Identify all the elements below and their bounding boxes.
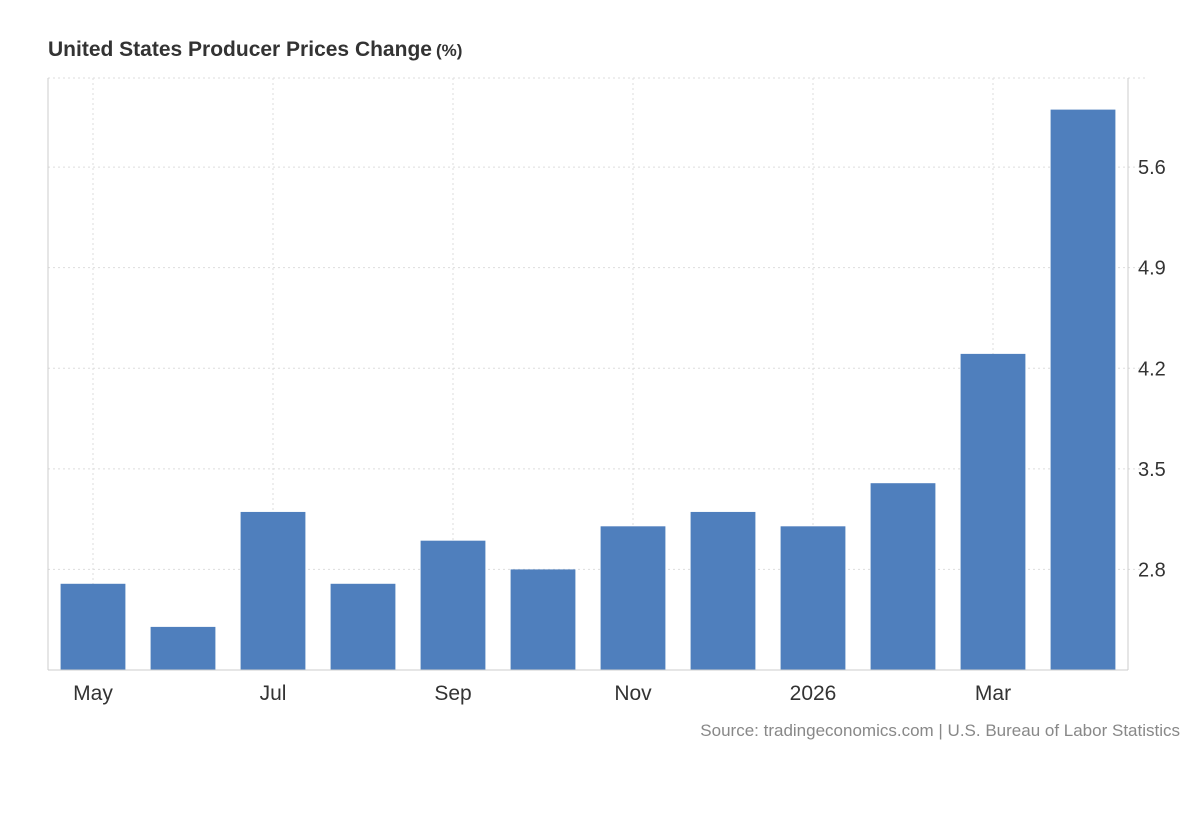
bar [240, 511, 306, 670]
y-tick-label: 5.6 [1138, 157, 1166, 179]
bar [1050, 109, 1116, 671]
bar [330, 583, 396, 670]
bar [600, 526, 666, 670]
bar [420, 540, 486, 670]
y-tick-label: 4.9 [1138, 258, 1166, 280]
chart-title-unit: (%) [435, 41, 463, 60]
y-tick-label: 3.5 [1138, 459, 1166, 481]
bar [60, 583, 126, 670]
bar [690, 511, 756, 670]
x-tick-label: Nov [614, 682, 652, 705]
bar [150, 626, 216, 670]
x-tick-label: Mar [975, 682, 1011, 705]
y-tick-label: 2.8 [1138, 559, 1166, 581]
bar [870, 483, 936, 670]
x-tick-label: May [73, 682, 113, 705]
x-tick-label: Jul [260, 682, 287, 705]
bar [510, 569, 576, 670]
y-tick-label: 4.2 [1138, 358, 1166, 380]
bar [960, 353, 1026, 670]
bar [780, 526, 846, 670]
chart-title-text: United States Producer Prices Change [48, 38, 432, 61]
x-tick-label: 2026 [790, 682, 837, 705]
source-note: Source: tradingeconomics.com | U.S. Bure… [700, 721, 1180, 740]
x-tick-label: Sep [434, 682, 471, 705]
chart-title: United States Producer Prices Change (%) [48, 38, 462, 62]
